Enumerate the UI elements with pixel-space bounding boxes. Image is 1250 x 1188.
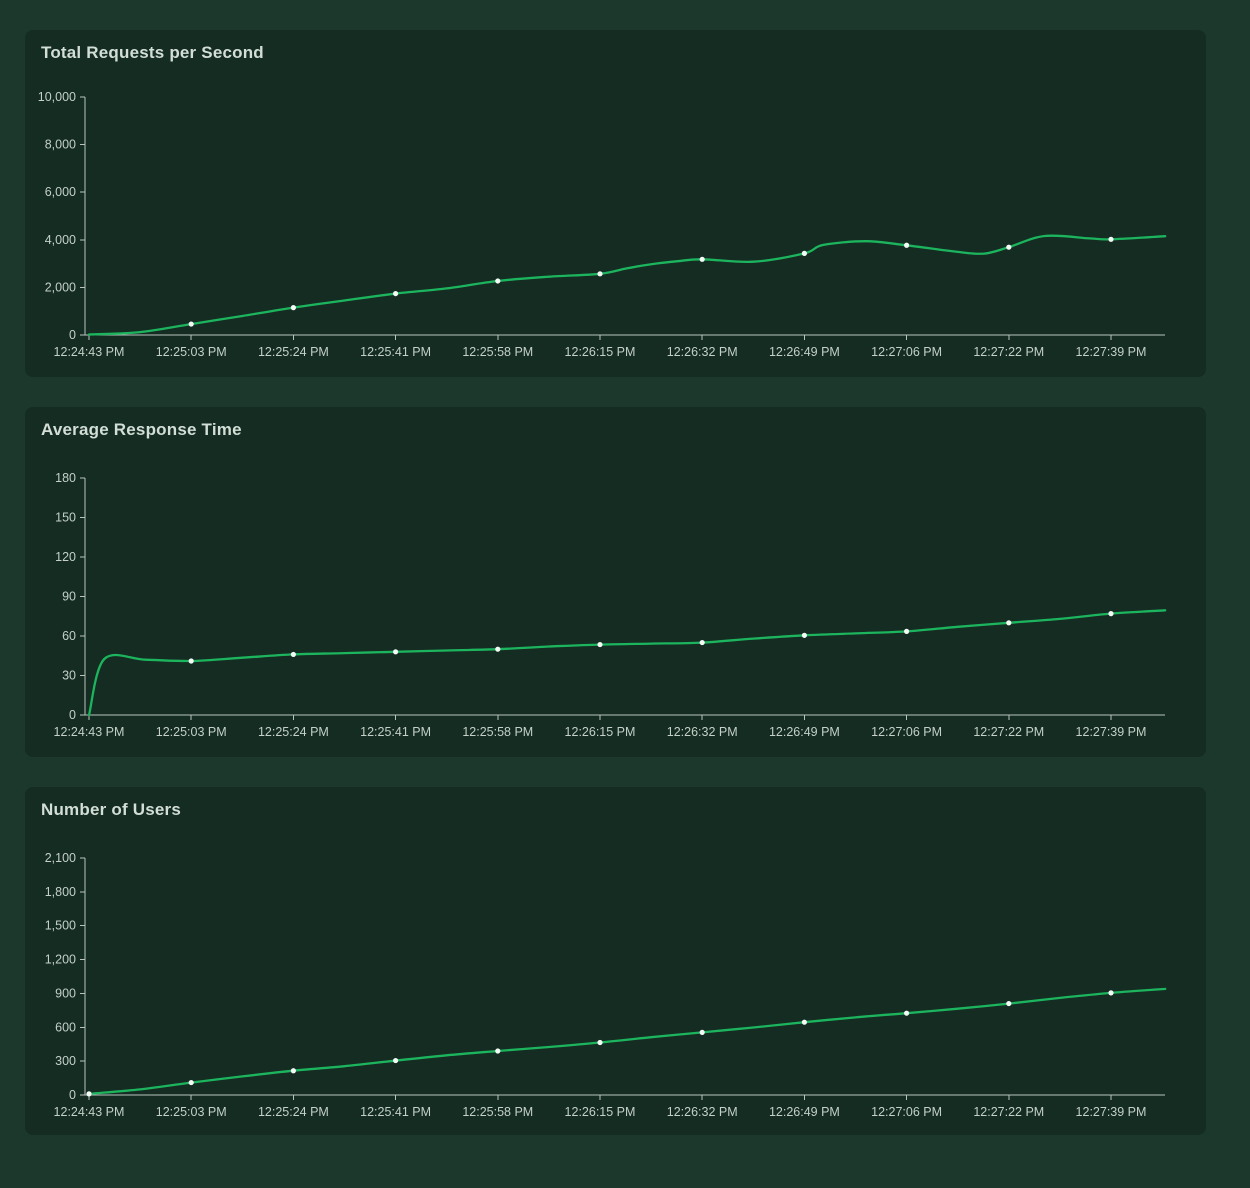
svg-text:600: 600 [55, 1020, 76, 1034]
svg-text:12:25:58 PM: 12:25:58 PM [462, 725, 533, 739]
svg-text:12:25:03 PM: 12:25:03 PM [156, 725, 227, 739]
avg-response-time-chart[interactable]: 0 30 60 90 120 150 180 12:24:43 PM 12:25:03 PM 12… [25, 407, 1206, 757]
svg-text:1,800: 1,800 [45, 885, 76, 899]
svg-text:12:27:06 PM: 12:27:06 PM [871, 345, 942, 359]
svg-text:12:26:32 PM: 12:26:32 PM [667, 345, 738, 359]
svg-text:8,000: 8,000 [45, 138, 76, 152]
svg-text:0: 0 [69, 708, 76, 722]
svg-text:12:27:22 PM: 12:27:22 PM [973, 345, 1044, 359]
svg-text:12:24:43 PM: 12:24:43 PM [54, 1105, 125, 1119]
svg-text:12:26:15 PM: 12:26:15 PM [565, 1105, 636, 1119]
svg-text:300: 300 [55, 1054, 76, 1068]
svg-text:12:25:41 PM: 12:25:41 PM [360, 345, 431, 359]
svg-text:12:24:43 PM: 12:24:43 PM [54, 345, 125, 359]
svg-text:12:25:41 PM: 12:25:41 PM [360, 725, 431, 739]
svg-text:12:25:58 PM: 12:25:58 PM [462, 1105, 533, 1119]
svg-text:180: 180 [55, 471, 76, 485]
svg-text:90: 90 [62, 590, 76, 604]
svg-text:12:26:32 PM: 12:26:32 PM [667, 1105, 738, 1119]
svg-text:12:27:22 PM: 12:27:22 PM [973, 1105, 1044, 1119]
chart-title-number-of-users: Number of Users [41, 800, 181, 819]
svg-text:12:26:49 PM: 12:26:49 PM [769, 1105, 840, 1119]
svg-text:12:27:06 PM: 12:27:06 PM [871, 1105, 942, 1119]
svg-text:12:25:24 PM: 12:25:24 PM [258, 725, 329, 739]
svg-text:0: 0 [69, 328, 76, 342]
svg-text:2,100: 2,100 [45, 851, 76, 865]
svg-text:60: 60 [62, 629, 76, 643]
svg-text:12:25:24 PM: 12:25:24 PM [258, 345, 329, 359]
svg-text:900: 900 [55, 986, 76, 1000]
total-rps-chart[interactable]: 0 2,000 4,000 6,000 8,000 10,000 12:24:43 PM 12… [25, 30, 1206, 377]
svg-text:12:25:58 PM: 12:25:58 PM [462, 345, 533, 359]
svg-text:1,500: 1,500 [45, 919, 76, 933]
svg-text:12:24:43 PM: 12:24:43 PM [54, 725, 125, 739]
svg-text:12:27:22 PM: 12:27:22 PM [973, 725, 1044, 739]
svg-text:12:26:15 PM: 12:26:15 PM [565, 345, 636, 359]
svg-text:12:27:39 PM: 12:27:39 PM [1076, 1105, 1147, 1119]
svg-text:1,200: 1,200 [45, 953, 76, 967]
svg-text:12:26:49 PM: 12:26:49 PM [769, 725, 840, 739]
svg-text:2,000: 2,000 [45, 280, 76, 294]
svg-text:12:25:41 PM: 12:25:41 PM [360, 1105, 431, 1119]
svg-text:10,000: 10,000 [38, 90, 76, 104]
svg-text:0: 0 [69, 1088, 76, 1102]
svg-text:12:26:32 PM: 12:26:32 PM [667, 725, 738, 739]
panel-total-rps: Total Requests per Second 0 2,000 4,000 6,0… [25, 30, 1206, 377]
svg-text:120: 120 [55, 550, 76, 564]
svg-text:4,000: 4,000 [45, 233, 76, 247]
svg-text:12:25:03 PM: 12:25:03 PM [156, 345, 227, 359]
svg-text:12:27:39 PM: 12:27:39 PM [1076, 345, 1147, 359]
svg-text:30: 30 [62, 669, 76, 683]
panel-avg-response-time: Average Response Time 0 30 60 90 120 150 180 12… [25, 407, 1206, 757]
svg-text:12:25:03 PM: 12:25:03 PM [156, 1105, 227, 1119]
svg-text:12:26:15 PM: 12:26:15 PM [565, 725, 636, 739]
number-of-users-chart[interactable]: 0 300 600 900 1,200 1,500 1,800 2,100 12:24:43 P… [25, 787, 1206, 1135]
svg-text:12:26:49 PM: 12:26:49 PM [769, 345, 840, 359]
svg-text:12:25:24 PM: 12:25:24 PM [258, 1105, 329, 1119]
panel-number-of-users: Number of Users 0 300 600 900 1,200 1,500 1,80… [25, 787, 1206, 1135]
chart-title-avg-response-time: Average Response Time [41, 420, 242, 439]
chart-title-total-rps: Total Requests per Second [41, 43, 264, 62]
svg-text:12:27:06 PM: 12:27:06 PM [871, 725, 942, 739]
svg-text:6,000: 6,000 [45, 185, 76, 199]
svg-text:150: 150 [55, 511, 76, 525]
svg-text:12:27:39 PM: 12:27:39 PM [1076, 725, 1147, 739]
